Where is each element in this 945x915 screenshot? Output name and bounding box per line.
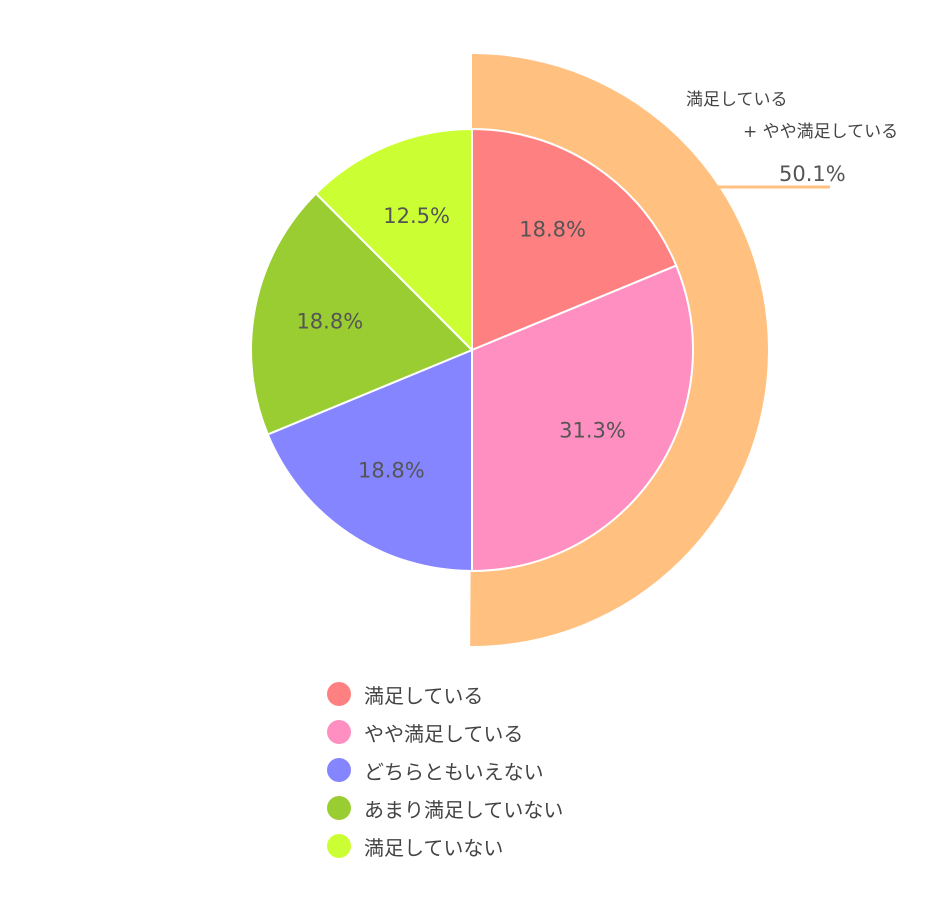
pie-slices-group [250, 127, 694, 573]
legend-label: 満足していない [364, 835, 504, 860]
pie-slice [314, 127, 473, 353]
pie-slice [266, 348, 473, 573]
outer-ring-label-line2: + やや満足している [743, 122, 898, 142]
legend-item: あまり満足していない [327, 789, 727, 827]
pie-slice [471, 264, 694, 573]
legend-swatch [327, 720, 351, 744]
legend-swatch [327, 758, 351, 782]
outer-annotation-group: 満足している + やや満足している 50.1% [686, 90, 898, 189]
legend-label: あまり満足していない [364, 797, 564, 822]
legend-swatch [327, 834, 351, 858]
legend-label: 満足している [364, 683, 484, 708]
slice-value-label: 31.3% [559, 419, 626, 443]
legend-item: 満足していない [327, 827, 727, 865]
legend-swatch [327, 796, 351, 820]
legend-item: やや満足している [327, 713, 727, 751]
legend-swatch [327, 682, 351, 706]
slice-value-label: 18.8% [519, 218, 586, 242]
legend-item: どちらともいえない [327, 751, 727, 789]
outer-ring-label-line1: 満足している [686, 90, 788, 110]
pie-slice [471, 127, 678, 352]
slice-labels-group: 18.8% 31.3% 18.8% 18.8% 12.5% [296, 204, 625, 483]
pie-slice [250, 192, 474, 436]
outer-ring-value-label: 50.1% [779, 162, 846, 186]
slice-value-label: 18.8% [358, 459, 425, 483]
legend: 満足している やや満足している どちらともいえない あまり満足していない 満足し… [327, 675, 727, 865]
legend-item: 満足している [327, 675, 727, 713]
legend-label: やや満足している [364, 721, 524, 746]
slice-value-label: 12.5% [383, 204, 450, 228]
legend-label: どちらともいえない [364, 759, 544, 784]
slice-value-label: 18.8% [296, 310, 363, 334]
